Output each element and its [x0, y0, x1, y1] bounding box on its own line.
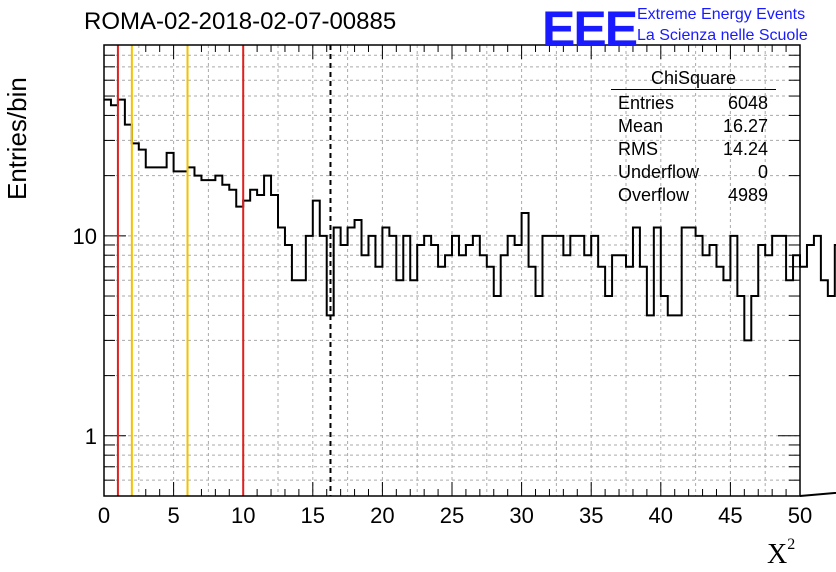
x-tick-label: 25 [440, 503, 464, 528]
vertical-markers [118, 45, 331, 496]
stats-row: RMS 14.24 [611, 138, 776, 161]
x-tick-label: 45 [718, 503, 742, 528]
x-tick-label: 50 [788, 503, 812, 528]
y-tick-labels: 1 10 [73, 224, 97, 449]
x-tick-labels: 0 5 10 15 20 25 30 35 40 45 50 [98, 503, 812, 528]
x-tick-label: 40 [649, 503, 673, 528]
stats-row: Mean 16.27 [611, 115, 776, 138]
logo-line1: Extreme Energy Events [637, 4, 808, 25]
x-tick-label: 20 [370, 503, 394, 528]
x-tick-label: 0 [98, 503, 110, 528]
y-axis-label: Entries/bin [2, 77, 33, 200]
stats-title: ChiSquare [611, 67, 776, 90]
y-tick-label: 10 [73, 224, 97, 249]
eee-logo: EEE [542, 0, 636, 58]
logo-line2: La Scienza nelle Scuole [637, 25, 808, 46]
stats-row: Overflow 4989 [611, 184, 776, 207]
x-tick-label: 35 [579, 503, 603, 528]
x-tick-label: 15 [301, 503, 325, 528]
x-tick-label: 5 [167, 503, 179, 528]
chart-title: ROMA-02-2018-02-07-00885 [84, 8, 396, 36]
stats-row: Entries 6048 [611, 92, 776, 115]
stats-row: Underflow 0 [611, 161, 776, 184]
x-tick-label: 10 [231, 503, 255, 528]
y-tick-label: 1 [85, 424, 97, 449]
stats-box: ChiSquare Entries 6048 Mean 16.27 RMS 14.24… [611, 67, 776, 207]
x-tick-label: 30 [509, 503, 533, 528]
x-axis-label: X2 [767, 536, 795, 571]
logo-text: Extreme Energy Events La Scienza nelle S… [637, 4, 808, 46]
